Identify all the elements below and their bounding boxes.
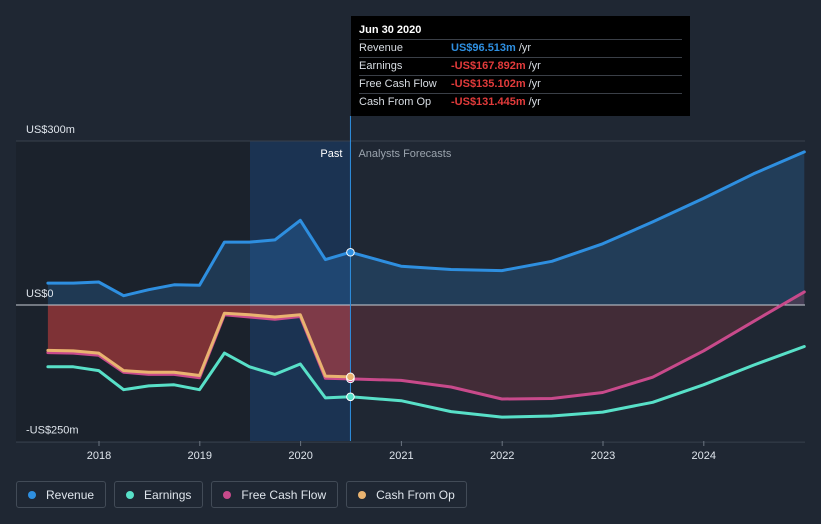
tooltip-value: -US$167.892m xyxy=(451,60,526,72)
tooltip-row-cash-from-op: Cash From Op -US$131.445m /yr xyxy=(359,93,682,111)
x-tick-label: 2021 xyxy=(389,450,413,462)
tooltip-row-earnings: Earnings -US$167.892m /yr xyxy=(359,57,682,75)
tooltip-label: Revenue xyxy=(359,42,404,54)
past-label: Past xyxy=(320,148,342,160)
x-tick-label: 2018 xyxy=(87,450,111,462)
legend-free-cash-flow[interactable]: Free Cash Flow xyxy=(211,481,339,508)
tooltip-label: Cash From Op xyxy=(359,96,432,108)
tooltip-date: Jun 30 2020 xyxy=(359,24,422,36)
x-tick-label: 2020 xyxy=(288,450,312,462)
legend-dot-icon xyxy=(126,490,135,499)
tooltip-label: Free Cash Flow xyxy=(359,78,437,90)
legend-cash-from-op[interactable]: Cash From Op xyxy=(346,481,467,508)
x-tick-label: 2022 xyxy=(490,450,514,462)
tooltip-unit: /yr xyxy=(528,78,541,90)
legend-revenue[interactable]: Revenue xyxy=(16,481,107,508)
legend-dot-icon xyxy=(223,490,232,499)
legend-label: Earnings xyxy=(144,487,192,502)
past-band-dark xyxy=(16,141,250,441)
data-tooltip: Jun 30 2020 Revenue US$96.513m /yr Earni… xyxy=(351,16,690,116)
point-marker-revenue xyxy=(346,247,355,257)
legend-dot-icon xyxy=(28,490,36,499)
point-marker-cash-from-op xyxy=(346,372,355,382)
x-tick-label: 2023 xyxy=(591,450,615,462)
legend-dot-icon xyxy=(358,490,367,499)
forecast-label: Analysts Forecasts xyxy=(358,148,451,160)
series-line-cash-from-op xyxy=(46,311,352,379)
revenue-area xyxy=(47,151,805,305)
tooltip-value: US$96.513m xyxy=(451,42,516,54)
legend-label: Cash From Op xyxy=(376,487,455,502)
tooltip-row-free-cash-flow: Free Cash Flow -US$135.102m /yr xyxy=(359,75,682,93)
point-marker-earnings xyxy=(346,392,355,402)
tooltip-label: Earnings xyxy=(359,60,403,72)
tooltip-unit: /yr xyxy=(518,42,532,54)
past-band-highlight xyxy=(250,141,351,441)
y-tick-label: -US$250m xyxy=(26,425,79,437)
tooltip-row-revenue: Revenue US$96.513m /yr xyxy=(359,39,682,57)
x-tick-label: 2024 xyxy=(692,450,716,462)
series-line-revenue xyxy=(46,150,806,298)
tooltip-unit: /yr xyxy=(528,96,541,108)
negative-area-forecast xyxy=(350,291,805,399)
legend-label: Free Cash Flow xyxy=(241,487,327,502)
tooltip-value: -US$135.102m xyxy=(451,78,526,90)
legend-earnings[interactable]: Earnings xyxy=(114,481,204,508)
tooltip-unit: /yr xyxy=(528,60,541,72)
y-tick-label: US$300m xyxy=(26,124,75,136)
y-tick-label: US$0 xyxy=(26,288,54,300)
negative-area-past xyxy=(47,305,351,379)
chart-legend: Revenue Earnings Free Cash Flow Cash Fro… xyxy=(16,481,467,508)
legend-label: Revenue xyxy=(46,487,95,502)
x-tick-label: 2019 xyxy=(188,450,212,462)
tooltip-value: -US$131.445m xyxy=(451,96,526,108)
series-line-earnings xyxy=(46,345,806,419)
